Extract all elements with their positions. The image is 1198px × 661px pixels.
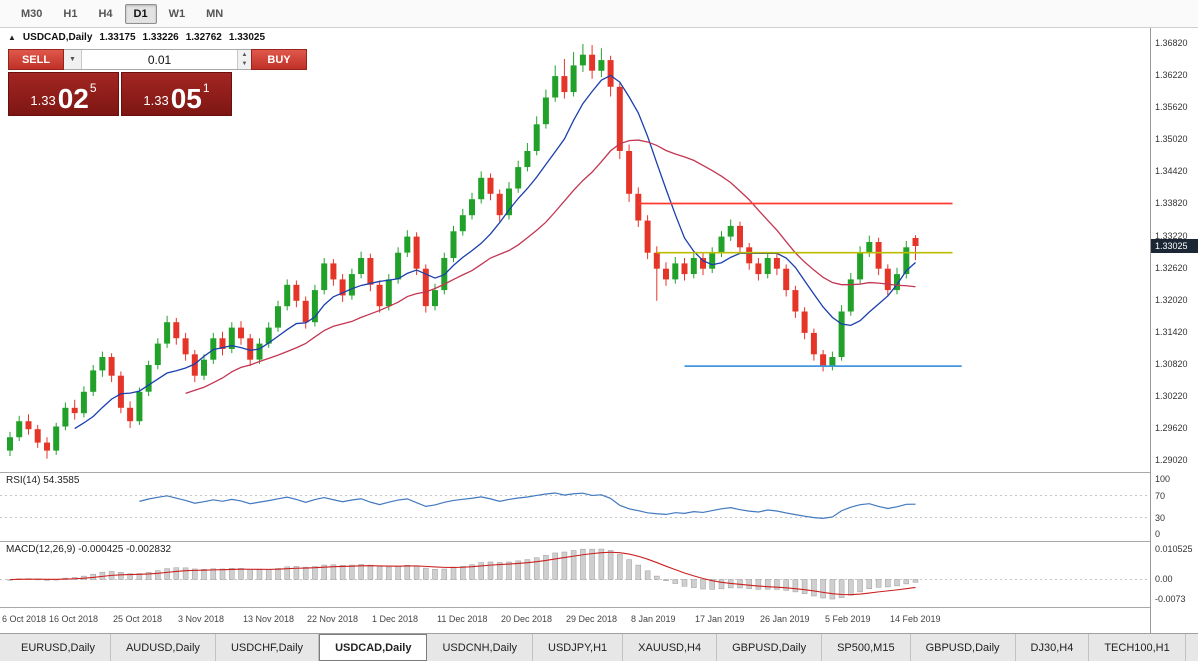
date-axis-label: 22 Nov 2018 <box>307 614 359 624</box>
macd-axis-label: 0.00 <box>1155 574 1173 584</box>
date-axis-label: 1 Dec 2018 <box>372 614 419 624</box>
rsi-axis-label: 100 <box>1155 474 1171 484</box>
date-axis-label: 20 Dec 2018 <box>501 614 553 624</box>
volume-dropdown-icon[interactable]: ▼ <box>64 50 82 69</box>
one-click-trading-widget: SELL ▼ ▲ ▼ BUY 1.33 02 5 1 <box>8 49 307 116</box>
date-axis-label: 8 Jan 2019 <box>631 614 676 624</box>
date-axis-label: 26 Jan 2019 <box>760 614 810 624</box>
date-axis-label: 5 Feb 2019 <box>825 614 871 624</box>
price-axis-label: 1.36220 <box>1155 70 1188 80</box>
macd-axis-label: -0.0073 <box>1155 594 1186 604</box>
rsi-label: RSI(14) 54.3585 <box>6 475 80 486</box>
date-axis-label: 14 Feb 2019 <box>890 614 941 624</box>
buy-button[interactable]: BUY <box>251 49 307 70</box>
date-axis-label: 13 Nov 2018 <box>243 614 295 624</box>
date-axis-label: 17 Jan 2019 <box>695 614 745 624</box>
date-axis-label: 11 Dec 2018 <box>437 614 488 624</box>
price-axis-label: 1.33820 <box>1155 198 1188 208</box>
volume-decrease-icon[interactable]: ▼ <box>238 59 251 69</box>
rsi-indicator-chart[interactable] <box>0 473 1150 541</box>
chart-tab[interactable]: XAUUSD,H4 <box>623 634 718 661</box>
price-axis-label: 1.35620 <box>1155 102 1188 112</box>
chart-tab[interactable]: DJ30,H4 <box>1016 634 1090 661</box>
timeframe-button-mn[interactable]: MN <box>206 7 224 20</box>
volume-control: ▼ ▲ ▼ <box>64 49 251 70</box>
ohlc-open: 1.33175 <box>99 32 136 43</box>
timeframe-button-h4[interactable]: H4 <box>98 7 113 20</box>
price-axis-label: 1.33220 <box>1155 231 1188 241</box>
price-axis-label: 1.29020 <box>1155 455 1188 465</box>
price-axis-label: 1.30220 <box>1155 391 1188 401</box>
price-axis-label: 1.34420 <box>1155 166 1188 176</box>
chart-symbol-label: USDCAD,Daily <box>22 32 93 43</box>
ohlc-low: 1.32762 <box>185 32 222 43</box>
current-price-badge: 1.33025 <box>1151 239 1198 253</box>
ask-price-sup: 1 <box>202 81 210 95</box>
timeframe-button-w1[interactable]: W1 <box>168 7 186 20</box>
volume-increase-icon[interactable]: ▲ <box>238 50 251 60</box>
ask-price-box[interactable]: 1.33 05 1 <box>121 72 232 116</box>
candlestick-chart[interactable] <box>0 28 1150 472</box>
chart-tab[interactable]: TECH100,H1 <box>1089 634 1186 661</box>
chart-tab[interactable]: USDCAD,Daily <box>319 634 428 661</box>
price-axis-label: 1.31420 <box>1155 327 1188 337</box>
sell-button[interactable]: SELL <box>8 49 64 70</box>
macd-axis-label: 0.010525 <box>1155 544 1193 554</box>
price-axis-label: 1.36820 <box>1155 38 1188 48</box>
rsi-axis-label: 0 <box>1155 529 1161 539</box>
rsi-indicator-panel[interactable]: RSI(14) 54.3585 <box>0 473 1150 541</box>
symbol-triangle-icon: ▲ <box>8 33 16 42</box>
timeframe-button-d1[interactable]: D1 <box>124 3 157 24</box>
chart-tab[interactable]: USDJPY,H1 <box>533 634 624 661</box>
trade-widget-top-row: SELL ▼ ▲ ▼ BUY <box>8 49 307 70</box>
date-axis-label: 25 Oct 2018 <box>113 614 163 624</box>
bid-price-prefix: 1.33 <box>30 93 56 108</box>
chart-tab-bar: EURUSD,Daily AUDUSD,Daily USDCHF,Daily USDC… <box>0 633 1198 661</box>
ohlc-close: 1.33025 <box>228 32 266 43</box>
macd-indicator-panel[interactable]: MACD(12,26,9) -0.000425 -0.002832 <box>0 542 1150 607</box>
panel-separator <box>0 607 1198 608</box>
chart-tab[interactable]: SP500,M15 <box>822 634 911 661</box>
price-axis-label: 1.35020 <box>1155 134 1188 144</box>
volume-input[interactable] <box>82 50 237 69</box>
date-axis-label: 29 Dec 2018 <box>566 614 618 624</box>
rsi-axis-label: 70 <box>1155 491 1166 501</box>
chart-tab[interactable]: EURUSD,Daily <box>6 634 111 661</box>
date-axis-label: 6 Oct 2018 <box>2 614 47 624</box>
chart-tab[interactable]: USDCHF,Daily <box>216 634 320 661</box>
price-axis-label: 1.32020 <box>1155 295 1188 305</box>
panel-separator[interactable] <box>0 541 1198 542</box>
ask-price-big: 05 <box>170 83 202 115</box>
ask-price-prefix: 1.33 <box>143 93 169 108</box>
date-axis-label: 16 Oct 2018 <box>49 614 99 624</box>
trade-widget-price-row: 1.33 02 5 1.33 05 1 <box>8 72 232 116</box>
timeframe-button-h1[interactable]: H1 <box>63 7 78 20</box>
price-axis[interactable]: 1.36820 1.36220 1.35620 1.35020 1.34420 1.338… <box>1150 28 1198 633</box>
chart-tab[interactable]: GBPUSD,Daily <box>911 634 1016 661</box>
macd-indicator-chart[interactable] <box>0 542 1150 607</box>
rsi-axis-label: 30 <box>1155 513 1166 523</box>
chart-header: ▲ USDCAD,Daily 1.33175 1.33226 1.32762 1… <box>8 32 265 43</box>
ohlc-high: 1.33226 <box>142 32 179 43</box>
timeframe-button-m30[interactable]: M30 <box>21 7 43 20</box>
chart-tab[interactable]: USDCNH,Daily <box>427 634 534 661</box>
bid-price-sup: 5 <box>89 81 97 95</box>
macd-label: MACD(12,26,9) -0.000425 -0.002832 <box>6 544 172 555</box>
chart-tab[interactable]: AUDUSD,Daily <box>111 634 216 661</box>
bid-price-big: 02 <box>57 83 89 115</box>
date-axis[interactable]: 6 Oct 2018 16 Oct 2018 25 Oct 2018 3 Nov 20… <box>0 608 1150 633</box>
price-axis-label: 1.30820 <box>1155 359 1188 369</box>
timeframe-toolbar: M30 H1 H4 D1 W1 MN <box>0 0 1198 28</box>
price-axis-label: 1.29620 <box>1155 423 1188 433</box>
panel-separator[interactable] <box>0 472 1198 473</box>
price-axis-label: 1.32620 <box>1155 263 1188 273</box>
chart-tab[interactable]: GBPUSD,Daily <box>717 634 823 661</box>
volume-stepper[interactable]: ▲ ▼ <box>237 50 251 69</box>
bid-price-box[interactable]: 1.33 02 5 <box>8 72 119 116</box>
price-chart-panel[interactable]: ▲ USDCAD,Daily 1.33175 1.33226 1.32762 1… <box>0 28 1150 472</box>
date-axis-label: 3 Nov 2018 <box>178 614 225 624</box>
